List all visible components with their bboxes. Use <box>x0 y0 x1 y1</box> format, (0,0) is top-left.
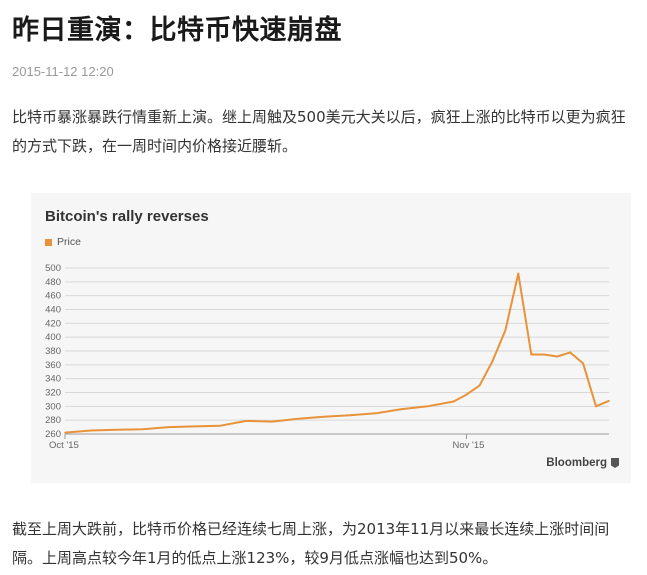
y-tick-label-420: 420 <box>45 318 61 329</box>
legend-swatch-price <box>45 238 52 246</box>
legend-label-price: Price <box>57 236 81 248</box>
bitcoin-price-chart: Bitcoin's rally reverses Price 260 280 300… <box>31 193 631 483</box>
data-point <box>426 405 429 408</box>
data-point <box>400 408 403 410</box>
series-line-price <box>64 272 610 434</box>
chart-legend: Price <box>45 236 81 248</box>
data-point <box>375 412 377 415</box>
data-point <box>595 405 597 408</box>
data-point <box>167 426 170 428</box>
data-point <box>323 415 325 418</box>
chart-plot: 260 280 300 320 340 360 380 400 420 440 460 480 500 O… <box>45 263 610 451</box>
data-point <box>569 351 571 354</box>
data-point <box>491 360 494 363</box>
y-tick-label-280: 280 <box>45 415 61 426</box>
data-point <box>530 353 533 356</box>
chart-title: Bitcoin's rally reverses <box>45 208 209 225</box>
publish-date: 2015-11-12 12:20 <box>12 64 114 79</box>
y-tick-label-500: 500 <box>45 263 61 274</box>
data-point <box>465 393 468 396</box>
intro-paragraph: 比特币暴涨暴跌行情重新上演。继上周触及500美元大关以后，疯狂上涨的比特币以更为… <box>12 108 626 155</box>
article-title: 昨日重演：比特币快速崩盘 <box>12 15 342 46</box>
y-tick-label-400: 400 <box>45 332 61 343</box>
y-tick-label-440: 440 <box>45 305 61 316</box>
data-point <box>517 272 520 275</box>
data-point <box>245 420 248 422</box>
y-tick-label-300: 300 <box>45 401 61 412</box>
data-point <box>556 355 558 358</box>
data-point <box>349 414 351 417</box>
y-tick-label-260: 260 <box>45 429 61 440</box>
data-point <box>219 424 222 427</box>
data-point <box>64 431 66 434</box>
y-tick-label-320: 320 <box>45 388 61 399</box>
data-point <box>478 384 481 387</box>
data-point <box>141 428 144 430</box>
y-tick-label-460: 460 <box>45 291 61 302</box>
data-point <box>116 429 118 431</box>
data-point <box>452 400 455 403</box>
y-tick-label-380: 380 <box>45 346 61 357</box>
brand-text: Bloomberg <box>546 457 607 469</box>
y-tick-label-480: 480 <box>45 277 61 288</box>
y-tick-label-340: 340 <box>45 374 61 385</box>
data-point <box>193 425 196 428</box>
y-tick-label-360: 360 <box>45 360 61 371</box>
x-tick-label-1: Nov '15 <box>453 440 485 451</box>
data-point <box>90 429 92 432</box>
bloomberg-mark-icon <box>611 458 619 468</box>
bloomberg-logo: Bloomberg <box>546 457 619 469</box>
data-point <box>608 400 610 402</box>
x-tick-label-0: Oct '15 <box>49 440 79 451</box>
data-point <box>582 362 584 365</box>
data-point <box>297 417 299 420</box>
body-paragraph: 截至上周大跌前，比特币价格已经连续七周上涨，为2013年11月以来最长连续上涨时… <box>12 520 610 567</box>
data-point <box>271 420 274 423</box>
data-point <box>504 329 507 332</box>
data-point <box>543 353 546 356</box>
